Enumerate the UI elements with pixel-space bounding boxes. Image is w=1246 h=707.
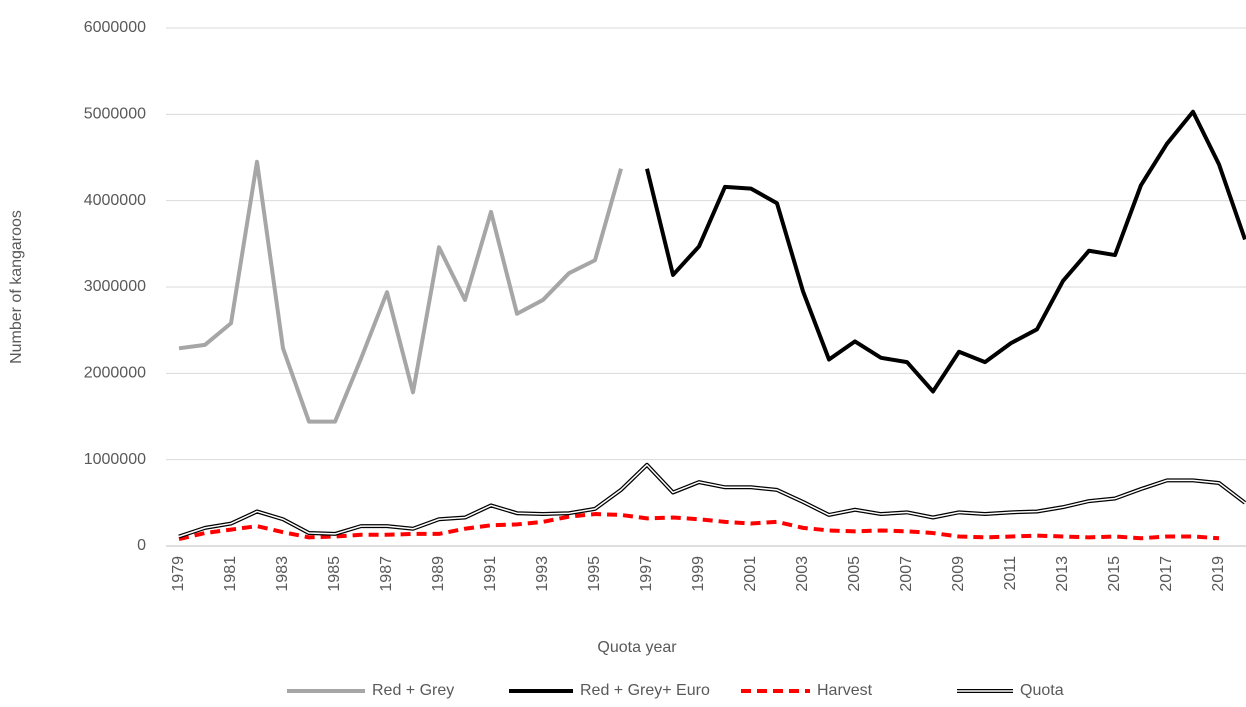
legend-label: Red + Grey+ Euro: [580, 682, 710, 699]
series-line: [178, 462, 1246, 539]
x-tick-label: 1999: [690, 556, 707, 592]
y-tick-label: 5000000: [84, 106, 146, 123]
x-tick-label: 1985: [326, 556, 343, 592]
x-tick-label: 2005: [846, 556, 863, 592]
x-tick-label: 1993: [534, 556, 551, 592]
x-tick-label: 2015: [1106, 556, 1123, 592]
x-tick-label: 1979: [170, 556, 187, 592]
x-tick-label: 2009: [950, 556, 967, 592]
x-tick-label: 1987: [378, 556, 395, 592]
x-tick-label: 1989: [430, 556, 447, 592]
y-axis-label: Number of kangaroos: [8, 210, 25, 364]
y-tick-label: 3000000: [84, 278, 146, 295]
x-tick-label: 2019: [1210, 556, 1227, 592]
series-line: [178, 464, 1246, 538]
x-tick-label: 1997: [638, 556, 655, 592]
x-tick-label: 2017: [1158, 556, 1175, 592]
x-tick-label: 1981: [222, 556, 239, 592]
x-tick-label: 2011: [1002, 556, 1019, 591]
x-tick-label: 2007: [898, 556, 915, 592]
legend-label: Red + Grey: [372, 682, 454, 699]
y-tick-label: 1000000: [84, 451, 146, 468]
y-tick-label: 2000000: [84, 365, 146, 382]
legend-label: Quota: [1020, 682, 1064, 699]
x-tick-label: 2001: [742, 556, 759, 592]
x-axis-label: Quota year: [597, 639, 677, 656]
x-tick-label: 1983: [274, 556, 291, 592]
y-tick-label: 4000000: [84, 192, 146, 209]
series-line: [645, 109, 1246, 394]
legend-label: Harvest: [817, 682, 873, 699]
x-tick-label: 1991: [482, 556, 499, 592]
x-tick-label: 2013: [1054, 556, 1071, 592]
y-tick-label: 0: [137, 537, 146, 554]
series-line: [178, 159, 623, 424]
series-line: [178, 512, 1220, 542]
x-tick-label: 2003: [794, 556, 811, 592]
y-tick-label: 6000000: [84, 19, 146, 36]
x-tick-label: 1995: [586, 556, 603, 592]
